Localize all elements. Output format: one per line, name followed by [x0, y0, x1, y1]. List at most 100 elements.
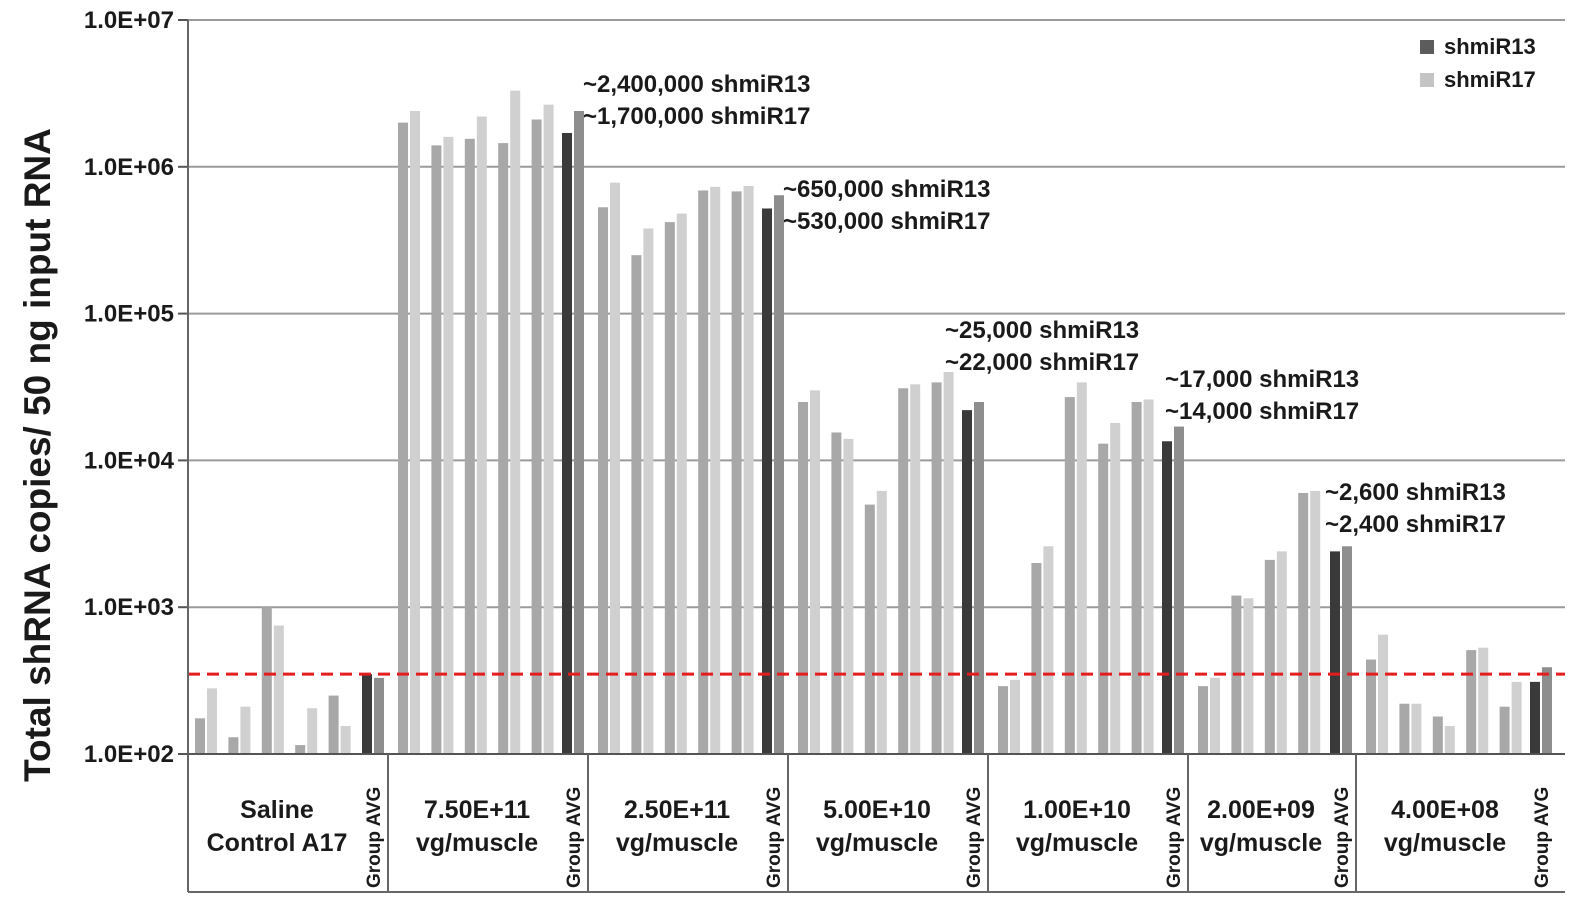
group-label: Saline Control A17 — [207, 796, 348, 857]
group-label-line: vg/muscle — [1384, 829, 1506, 857]
bar-shmiR17 — [910, 384, 921, 754]
group-label-line: vg/muscle — [416, 829, 538, 857]
bar-shmiR17 — [1110, 422, 1121, 754]
bar-shmiR13 — [328, 695, 339, 754]
bar-shmiR13 — [295, 745, 306, 754]
y-tick-label: 1.0E+03 — [84, 594, 174, 621]
group-label: 7.50E+11 vg/muscle — [416, 796, 538, 857]
bar-shmiR13 — [1198, 686, 1208, 754]
bar-shmiR13 — [195, 718, 205, 754]
y-axis-label: Total shRNA copies/ 50 ng input RNA — [17, 128, 58, 782]
bar-shmiR17 — [307, 708, 318, 754]
bar-shmiR17 — [476, 116, 487, 754]
bar-shmiR17 — [1411, 703, 1422, 754]
bar-shmiR17 — [340, 726, 351, 754]
bar-shmiR13 — [798, 401, 808, 754]
bar-shmiR17 — [1444, 726, 1455, 754]
group-label-line: 5.00E+10 — [823, 796, 931, 824]
group-label-line: vg/muscle — [1016, 829, 1138, 857]
bar-shmiR17 — [1243, 598, 1254, 754]
legend-layer: shmiR13 shmiR17 — [1420, 34, 1536, 92]
group-label-line: Saline — [240, 796, 314, 824]
bar-shmiR13 — [1264, 559, 1275, 754]
bar-shmiR13 — [1031, 563, 1042, 754]
avg-bar-shmiR13 — [362, 674, 372, 754]
bar-shmiR13 — [261, 607, 272, 754]
bar-shmiR13 — [898, 388, 909, 754]
bar-shmiR13 — [531, 119, 542, 754]
value-annotation: ~530,000 shmiR17 — [783, 208, 990, 235]
bar-shmiR13 — [498, 143, 509, 754]
group-avg-label: Group AVG — [564, 787, 585, 888]
group-avg-label: Group AVG — [1332, 787, 1353, 888]
bar-shmiR17 — [676, 213, 687, 755]
bar-shmiR13 — [998, 686, 1008, 754]
bar-shmiR13 — [1466, 650, 1477, 754]
avg-bar-shmiR13 — [562, 132, 572, 754]
bar-shmiR13 — [398, 122, 408, 755]
bar-shmiR17 — [1478, 647, 1489, 754]
bar-shmiR13 — [464, 138, 475, 754]
bar-shmiR13 — [1399, 703, 1410, 754]
bar-shmiR13 — [631, 255, 642, 754]
bar-shmiR13 — [664, 222, 675, 755]
label-layer: Saline Control A17 Group AVG 7.50E+11 vg/mus… — [207, 71, 1553, 888]
bar-shmiR13 — [864, 504, 875, 754]
group-avg-label: Group AVG — [964, 787, 985, 888]
bar-shmiR17 — [240, 706, 251, 754]
bar-shmiR13 — [431, 145, 442, 755]
value-annotation: ~1,700,000 shmiR17 — [583, 103, 811, 130]
group-avg-label: Group AVG — [764, 787, 785, 888]
bar-shmiR17 — [810, 390, 820, 754]
bar-shmiR17 — [1276, 551, 1287, 754]
bar-shmiR17 — [1143, 399, 1154, 754]
bar-shmiR17 — [943, 372, 954, 754]
bar-shmiR17 — [207, 688, 217, 754]
bar-shmiR13 — [1432, 716, 1443, 754]
legend-swatch — [1420, 40, 1434, 54]
avg-bar-shmiR13 — [1330, 551, 1340, 754]
bar-shmiR13 — [831, 432, 842, 754]
avg-bar-shmiR17 — [1542, 667, 1552, 754]
bar-shmiR13 — [1499, 706, 1510, 754]
value-annotation: ~17,000 shmiR13 — [1165, 366, 1359, 393]
bar-shmiR13 — [731, 191, 742, 754]
group-label-line: 4.00E+08 — [1391, 796, 1499, 824]
value-annotation: ~2,400 shmiR17 — [1325, 511, 1506, 538]
y-tick-label: 1.0E+04 — [84, 447, 175, 474]
bar-shmiR17 — [1511, 681, 1522, 754]
group-label-line: 1.00E+10 — [1023, 796, 1131, 824]
y-tick-label: 1.0E+07 — [84, 7, 174, 34]
avg-bar-shmiR13 — [962, 410, 972, 754]
group-label: 2.50E+11 vg/muscle — [616, 796, 738, 857]
bar-shmiR13 — [1098, 443, 1109, 754]
bar-shmiR17 — [543, 104, 554, 755]
group-label-line: 2.50E+11 — [624, 796, 730, 824]
bar-shmiR17 — [410, 110, 420, 755]
avg-bar-shmiR13 — [762, 208, 772, 754]
bar-shmiR17 — [1210, 677, 1220, 754]
bar-shmiR17 — [273, 625, 284, 754]
avg-bar-shmiR13 — [1162, 441, 1172, 754]
bar-shmiR17 — [510, 90, 521, 755]
bar-shmiR17 — [1043, 546, 1054, 754]
group-label: 5.00E+10 vg/muscle — [816, 796, 938, 857]
group-label-line: vg/muscle — [816, 829, 938, 857]
bar-shmiR13 — [931, 382, 942, 754]
y-tick-label: 1.0E+05 — [84, 301, 174, 328]
bar-shmiR17 — [643, 228, 654, 754]
bar-shmiR13 — [1064, 397, 1075, 754]
avg-bar-shmiR17 — [1342, 546, 1352, 754]
bar-shmiR13 — [598, 207, 608, 754]
group-label-line: vg/muscle — [1200, 829, 1322, 857]
legend-label: shmiR17 — [1444, 67, 1536, 92]
y-tick-label: 1.0E+02 — [84, 741, 174, 768]
avg-bar-shmiR17 — [1174, 426, 1184, 754]
avg-bar-shmiR13 — [1530, 681, 1540, 754]
bar-shmiR13 — [1298, 492, 1309, 754]
bar-shmiR13 — [698, 190, 709, 754]
bar-shmiR17 — [443, 136, 454, 754]
bar-shmiR17 — [843, 438, 854, 754]
group-label-line: 7.50E+11 — [424, 796, 530, 824]
